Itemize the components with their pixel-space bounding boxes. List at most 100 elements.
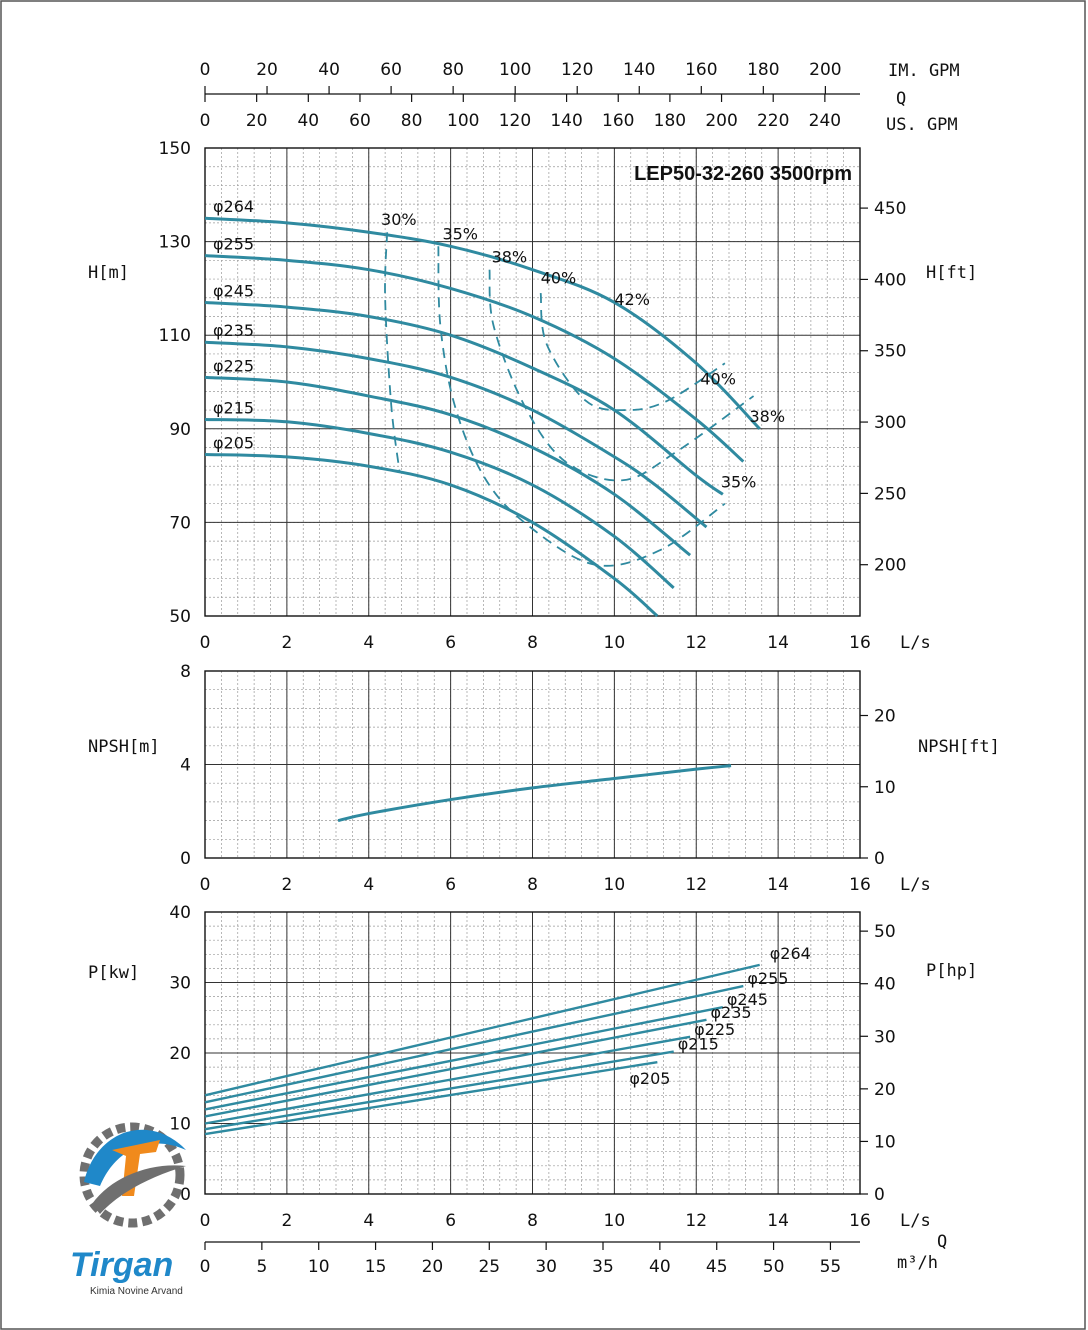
y-tick-label: 50 [169,607,191,627]
y-tick-label: 0 [180,849,191,869]
y-tick-label: 70 [169,513,191,533]
us-gpm-tick-label: 20 [246,111,268,131]
npsh-curve [337,764,732,823]
m3h-tick-label: 20 [422,1257,444,1277]
head-x-unit: L/s [900,633,931,653]
im-gpm-tick-label: 100 [499,60,531,80]
y-right-tick-label: 200 [874,556,906,576]
m3h-tick-label: 10 [308,1257,330,1277]
im-gpm-tick-label: 20 [256,60,278,80]
y-tick-label: 4 [180,756,191,776]
im-gpm-label: IM. GPM [888,61,960,81]
chart-title: LEP50-32-260 3500rpm [634,163,852,185]
head-axis-label: H[m] [88,263,129,283]
x-tick-label: 6 [445,875,456,895]
power-diameter-label: φ264 [770,944,811,963]
y-tick-label: 30 [169,974,191,994]
npsh-axis-label-right: NPSH[ft] [918,737,1000,757]
x-tick-label: 4 [363,875,374,895]
bottom-m3h-unit: m³/h [897,1253,938,1273]
x-tick-label: 16 [849,875,871,895]
y-right-tick-label: 0 [874,849,885,869]
im-gpm-tick-label: 200 [809,60,841,80]
us-gpm-tick-label: 160 [602,111,634,131]
efficiency-curve [384,232,401,472]
y-tick-label: 10 [169,1115,191,1135]
im-gpm-tick-label: 160 [685,60,717,80]
bottom-q-label: Q [937,1232,947,1252]
x-tick-label: 12 [685,633,707,653]
power-diameter-label: φ255 [747,969,788,988]
im-gpm-tick-label: 120 [561,60,593,80]
im-gpm-tick-label: 140 [623,60,655,80]
npsh-x-unit: L/s [900,875,931,895]
x-tick-label: 16 [849,633,871,653]
power-axis-label: P[kw] [88,963,139,983]
x-tick-label: 12 [685,1211,707,1231]
y-tick-label: 40 [169,903,191,923]
y-tick-label: 130 [159,233,191,253]
x-tick-label: 8 [527,1211,538,1231]
y-tick-label: 20 [169,1044,191,1064]
im-gpm-tick-label: 0 [200,60,211,80]
power-line [204,1050,674,1131]
x-tick-label: 10 [604,1211,626,1231]
us-gpm-tick-label: 140 [550,111,582,131]
power-axis-label-right: P[hp] [926,961,977,981]
us-gpm-tick-label: 40 [297,111,319,131]
us-gpm-tick-label: 240 [809,111,841,131]
y-tick-label: 0 [180,1185,191,1205]
im-gpm-tick-label: 40 [318,60,340,80]
impeller-diameter-label: φ235 [213,321,254,340]
head-curve [204,453,659,618]
impeller-diameter-label: φ205 [213,434,254,453]
impeller-diameter-label: φ255 [213,235,254,254]
m3h-tick-label: 55 [820,1257,842,1277]
swoosh-gray [92,1165,186,1214]
x-tick-label: 0 [200,1211,211,1231]
y-right-tick-label: 20 [874,1080,896,1100]
im-gpm-tick-label: 180 [747,60,779,80]
head-curve [204,340,708,529]
x-tick-label: 8 [527,633,538,653]
tirgan-logo: Tirgan Kimia Novine Arvand [70,1122,186,1297]
efficiency-label: 30% [381,210,417,229]
x-tick-label: 0 [200,875,211,895]
m3h-tick-label: 30 [535,1257,557,1277]
x-tick-label: 4 [363,633,374,653]
x-tick-label: 0 [200,633,211,653]
efficiency-label: 38% [492,248,528,267]
us-gpm-tick-label: 220 [757,111,789,131]
im-gpm-tick-label: 80 [442,60,464,80]
y-right-tick-label: 10 [874,778,896,798]
head-axis-label-right: H[ft] [926,263,977,283]
x-tick-label: 2 [281,875,292,895]
power-diameter-label: φ235 [710,1003,751,1022]
power-line [204,1018,707,1118]
us-gpm-tick-label: 180 [654,111,686,131]
efficiency-label: 38% [749,407,785,426]
impeller-diameter-label: φ215 [213,398,254,417]
power-line [204,1060,658,1136]
x-tick-label: 6 [445,1211,456,1231]
logo-tagline: Kimia Novine Arvand [90,1286,183,1297]
efficiency-curve [488,269,755,482]
us-gpm-tick-label: 120 [499,111,531,131]
m3h-tick-label: 35 [592,1257,614,1277]
y-right-tick-label: 250 [874,484,906,504]
y-right-tick-label: 40 [874,975,896,995]
logo-wordmark: Tirgan [70,1246,173,1284]
top-q-label: Q [896,89,906,109]
us-gpm-tick-label: 100 [447,111,479,131]
us-gpm-tick-label: 80 [401,111,423,131]
y-right-tick-label: 450 [874,199,906,219]
power-line [204,984,744,1104]
impeller-diameter-label: φ225 [213,356,254,375]
x-tick-label: 2 [281,1211,292,1231]
x-tick-label: 14 [767,633,789,653]
us-gpm-tick-label: 60 [349,111,371,131]
y-tick-label: 8 [180,662,191,682]
x-tick-label: 12 [685,875,707,895]
head-curve [204,417,675,590]
y-right-tick-label: 300 [874,413,906,433]
